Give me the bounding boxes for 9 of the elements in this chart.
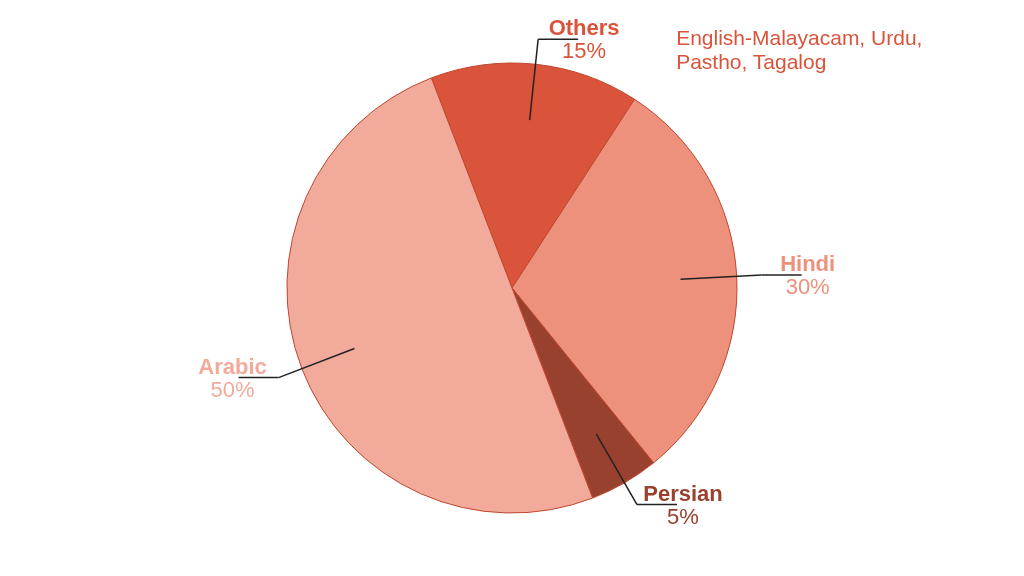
data-label: 15% bbox=[562, 38, 607, 64]
data-label: 5% bbox=[667, 503, 699, 529]
slice-label: Others bbox=[548, 15, 620, 41]
data-label: 50% bbox=[210, 376, 255, 402]
slice-label: Arabic bbox=[198, 353, 267, 379]
slice-label: Persian bbox=[643, 480, 723, 506]
text: English-Malayacam, Urdu, Pastho, Tagalog bbox=[676, 26, 923, 74]
slice-label: Hindi bbox=[780, 250, 836, 276]
data-label: 30% bbox=[785, 273, 830, 299]
